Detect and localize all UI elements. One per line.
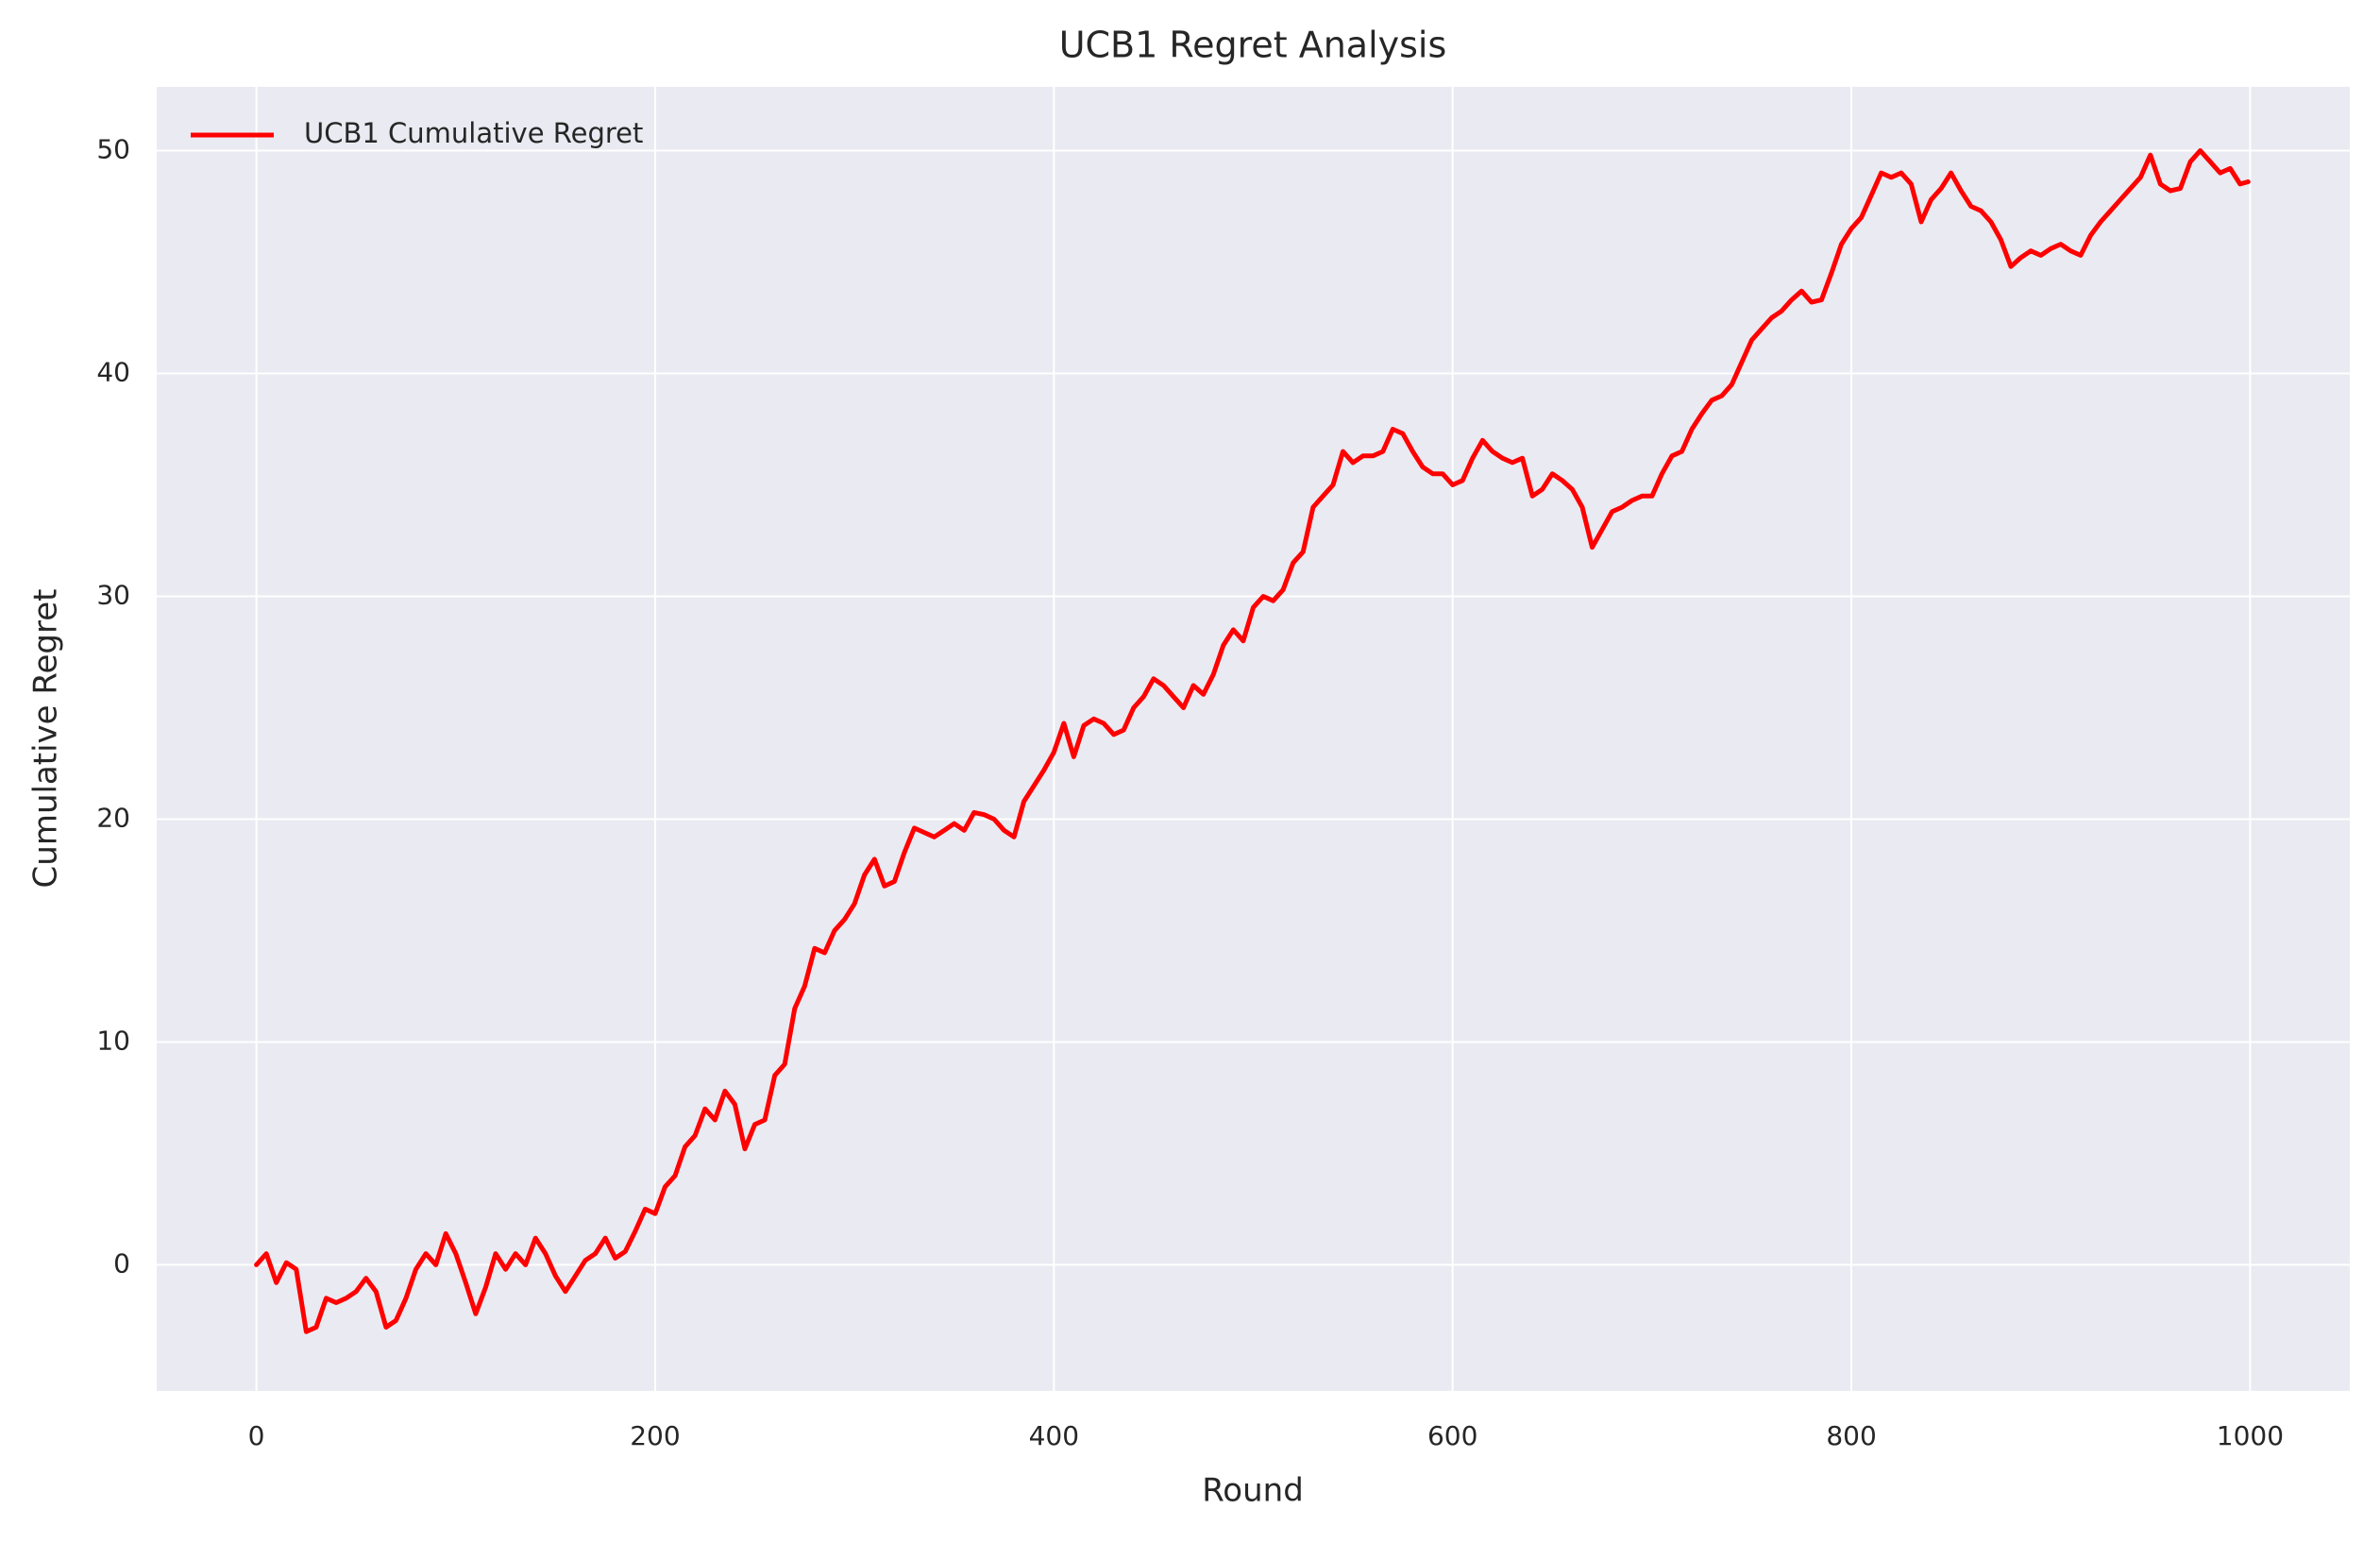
legend-label: UCB1 Cumulative Regret: [304, 117, 643, 149]
y-tick-label: 30: [96, 579, 130, 610]
y-tick-label: 40: [96, 356, 130, 387]
chart-title: UCB1 Regret Analysis: [1059, 25, 1447, 66]
plot-area: [157, 87, 2350, 1391]
x-tick-label: 200: [630, 1420, 680, 1451]
x-tick-label: 1000: [2217, 1420, 2284, 1451]
y-tick-label: 0: [113, 1247, 130, 1279]
x-tick-label: 600: [1427, 1420, 1477, 1451]
y-tick-label: 20: [96, 802, 130, 833]
data-line: [254, 148, 2251, 1334]
x-tick-label: 400: [1029, 1420, 1079, 1451]
y-axis-label: Cumulative Regret: [27, 589, 65, 889]
x-axis-label: Round: [1202, 1472, 1304, 1510]
x-tick-label: 0: [248, 1420, 265, 1451]
y-tick-label: 50: [96, 133, 130, 164]
y-tick-label: 10: [96, 1025, 130, 1056]
x-tick-label: 800: [1826, 1420, 1876, 1451]
